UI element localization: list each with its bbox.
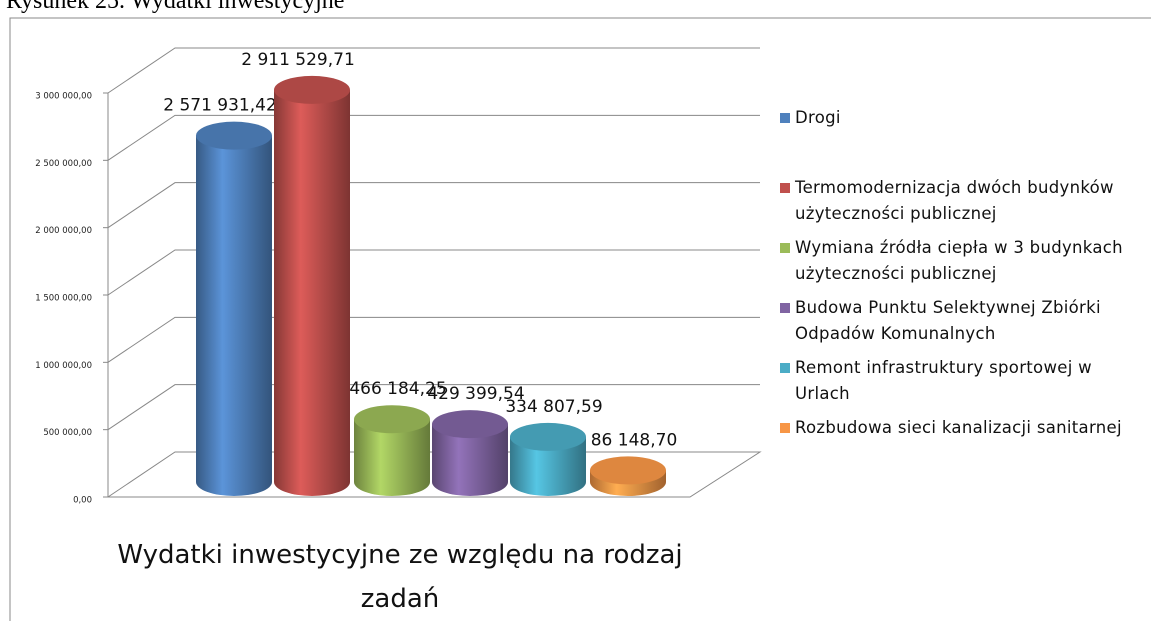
y-tick-label: 2 500 000,00 bbox=[35, 159, 92, 169]
legend-item: Budowa Punktu Selektywnej Zbiórki Odpadó… bbox=[780, 295, 1151, 347]
y-tick-label: 2 000 000,00 bbox=[35, 226, 92, 236]
legend-label: Remont infrastruktury sportowej w Urlach bbox=[795, 358, 1092, 403]
data-label: 2 571 931,42 bbox=[163, 96, 277, 116]
legend-swatch bbox=[780, 183, 790, 193]
legend-swatch bbox=[780, 363, 790, 373]
chart-title: Wydatki inwestycyjne ze względu na rodza… bbox=[117, 540, 683, 614]
bar-top bbox=[590, 456, 666, 485]
bar bbox=[274, 75, 350, 496]
grid-line bbox=[107, 316, 760, 363]
y-tick-label: 500 000,00 bbox=[43, 428, 92, 438]
y-tick-label: 1 500 000,00 bbox=[35, 294, 92, 304]
legend-item: Wymiana źródła ciepła w 3 budynkach użyt… bbox=[780, 235, 1151, 287]
bar bbox=[432, 410, 508, 496]
legend-swatch bbox=[780, 303, 790, 313]
bar-body bbox=[274, 89, 350, 496]
bar-top bbox=[432, 410, 508, 439]
bar bbox=[590, 456, 666, 496]
bar-body bbox=[510, 436, 586, 496]
legend-label: Budowa Punktu Selektywnej Zbiórki Odpadó… bbox=[795, 298, 1101, 343]
legend-item: Remont infrastruktury sportowej w Urlach bbox=[780, 355, 1151, 407]
legend-label: Drogi bbox=[795, 108, 841, 127]
data-label: 334 807,59 bbox=[505, 397, 602, 417]
floor bbox=[106, 451, 762, 498]
grid-line bbox=[107, 249, 760, 296]
bar-body bbox=[432, 424, 508, 496]
bar-top bbox=[354, 405, 430, 434]
legend-swatch bbox=[780, 113, 790, 123]
chart-frame bbox=[9, 17, 1151, 621]
data-label: 2 911 529,71 bbox=[241, 50, 355, 70]
legend-item: Drogi bbox=[780, 105, 1151, 131]
data-label: 429 399,54 bbox=[427, 384, 524, 404]
bar bbox=[510, 422, 586, 496]
grid-line bbox=[107, 47, 760, 94]
bar bbox=[354, 405, 430, 496]
data-label: 86 148,70 bbox=[591, 430, 678, 450]
bar-top bbox=[274, 75, 350, 104]
bar-body bbox=[354, 419, 430, 496]
legend-label: Termomodernizacja dwóch budynków użytecz… bbox=[795, 178, 1114, 223]
bar-top bbox=[510, 422, 586, 451]
grid-line bbox=[107, 384, 760, 431]
bar bbox=[196, 121, 272, 496]
legend-label: Wymiana źródła ciepła w 3 budynkach użyt… bbox=[795, 238, 1123, 283]
grid-line bbox=[107, 182, 760, 229]
bar-body bbox=[196, 135, 272, 496]
legend-swatch bbox=[780, 243, 790, 253]
data-label: 466 184,25 bbox=[349, 379, 446, 399]
legend-item: Termomodernizacja dwóch budynków użytecz… bbox=[780, 175, 1151, 227]
y-tick-label: 3 000 000,00 bbox=[35, 92, 92, 102]
legend-label: Rozbudowa sieci kanalizacji sanitarnej bbox=[795, 418, 1122, 437]
y-tick-label: 0,00 bbox=[73, 496, 92, 506]
bar-top bbox=[196, 121, 272, 150]
grid-line bbox=[107, 114, 760, 161]
y-tick-label: 1 000 000,00 bbox=[35, 361, 92, 371]
caption: Rysunek 25. Wydatki inwestycyjne bbox=[6, 0, 345, 14]
legend-item: Rozbudowa sieci kanalizacji sanitarnej bbox=[780, 415, 1151, 441]
legend-swatch bbox=[780, 423, 790, 433]
